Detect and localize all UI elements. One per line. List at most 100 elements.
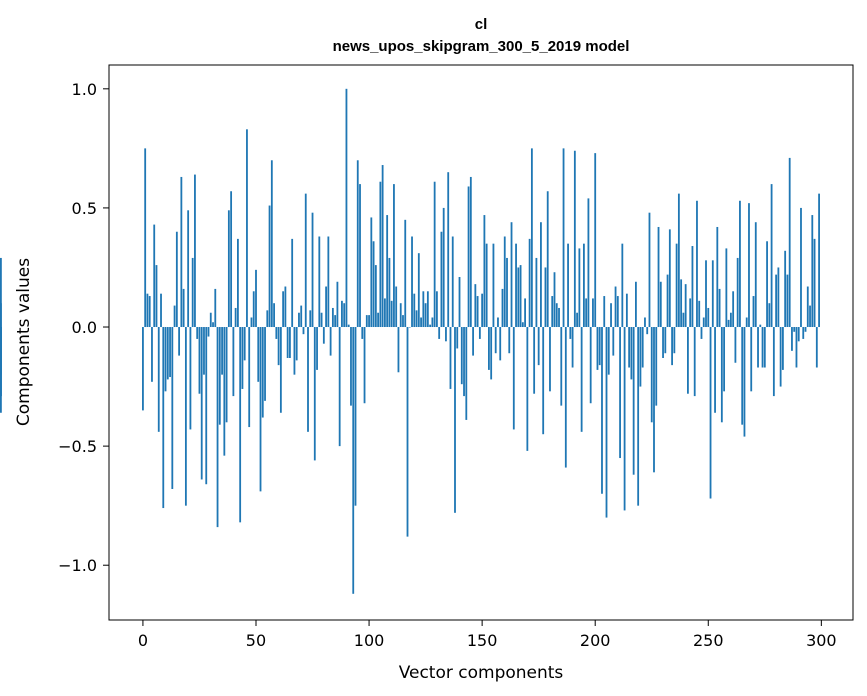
- bar-92: [350, 327, 352, 406]
- bar-21: [189, 327, 192, 430]
- bar-83: [329, 327, 332, 356]
- bar-275: [763, 327, 766, 368]
- bar-264: [739, 200, 741, 328]
- bar-121: [415, 310, 418, 328]
- bar-206: [607, 327, 610, 375]
- bar-163: [510, 222, 513, 328]
- bar-79: [320, 312, 323, 328]
- bar-119: [411, 236, 413, 328]
- bar-87: [338, 327, 341, 447]
- bar-200: [594, 153, 597, 328]
- bar-236: [675, 243, 678, 328]
- bar-296: [811, 215, 814, 328]
- bar-undefined: [0, 327, 2, 397]
- bar-272: [757, 327, 759, 368]
- bar-153: [488, 327, 490, 370]
- bar-238: [680, 279, 683, 328]
- bar-126: [426, 291, 429, 328]
- bar-68: [295, 327, 298, 361]
- bar-235: [673, 327, 676, 354]
- bar-105: [379, 181, 382, 328]
- bar-188: [567, 243, 569, 328]
- bar-251: [709, 327, 712, 499]
- bar-17: [180, 176, 183, 328]
- bar-60: [277, 327, 280, 366]
- bar-271: [754, 222, 757, 328]
- bar-160: [503, 236, 506, 328]
- bar-145: [469, 176, 472, 328]
- bar-256: [720, 327, 723, 423]
- bar-136: [449, 327, 452, 389]
- bar-40: [232, 327, 235, 397]
- bar-196: [585, 298, 588, 328]
- bar-6: [155, 265, 158, 328]
- bar-181: [551, 296, 554, 328]
- bar-0: [142, 327, 144, 411]
- bar-249: [705, 260, 707, 328]
- bar-239: [682, 312, 685, 328]
- bar-234: [671, 327, 673, 366]
- bar-20: [187, 210, 190, 328]
- bar-284: [784, 250, 787, 328]
- y-tick-label: 0.5: [72, 199, 97, 218]
- bar-245: [696, 200, 698, 328]
- bar-195: [582, 243, 585, 328]
- bar-89: [343, 303, 346, 328]
- bar-7: [157, 327, 160, 432]
- bar-75: [311, 212, 314, 328]
- bar-56: [268, 205, 271, 328]
- bar-112: [395, 286, 398, 328]
- bar-111: [393, 184, 395, 328]
- bar-129: [433, 181, 436, 328]
- bar-292: [802, 327, 805, 339]
- bar-210: [616, 296, 619, 328]
- bar-257: [723, 327, 726, 392]
- bar-53: [261, 327, 264, 418]
- bar-191: [573, 150, 576, 328]
- bar-13: [171, 327, 174, 489]
- bar-41: [234, 307, 237, 328]
- bar-14: [173, 305, 176, 328]
- bar-118: [408, 327, 411, 328]
- bar-90: [345, 88, 348, 328]
- bar-142: [463, 327, 465, 397]
- bar-47: [248, 327, 251, 428]
- bar-25: [198, 327, 201, 394]
- bar-131: [438, 327, 441, 339]
- bar-184: [558, 307, 560, 328]
- bar-72: [304, 193, 307, 328]
- bar-230: [662, 327, 664, 358]
- bar-274: [761, 327, 764, 368]
- bar-70: [300, 305, 303, 328]
- bar-151: [483, 215, 486, 328]
- bar-1: [144, 148, 147, 328]
- bar-108: [386, 215, 389, 328]
- bar-173: [533, 327, 536, 394]
- bar-27: [203, 327, 205, 375]
- bar-114: [399, 303, 402, 328]
- bar-30: [209, 312, 212, 328]
- bar-148: [476, 296, 479, 328]
- bar-101: [370, 217, 373, 328]
- bar-212: [621, 243, 624, 328]
- bar-49: [252, 291, 255, 328]
- bar-46: [246, 129, 248, 328]
- bar-88: [341, 300, 343, 328]
- bar-253: [714, 327, 716, 413]
- bar-258: [725, 248, 728, 328]
- bar-154: [490, 327, 493, 380]
- bar-139: [456, 327, 459, 349]
- bar-277: [768, 303, 771, 328]
- bar-149: [478, 327, 481, 339]
- bar-267: [745, 317, 748, 328]
- bar-263: [736, 257, 739, 328]
- bar-39: [230, 191, 233, 328]
- bar-203: [601, 327, 603, 494]
- bar-38: [227, 210, 230, 328]
- bar-3: [148, 296, 151, 328]
- bar-279: [772, 327, 775, 397]
- bar-285: [786, 274, 789, 328]
- bar-208: [612, 327, 615, 356]
